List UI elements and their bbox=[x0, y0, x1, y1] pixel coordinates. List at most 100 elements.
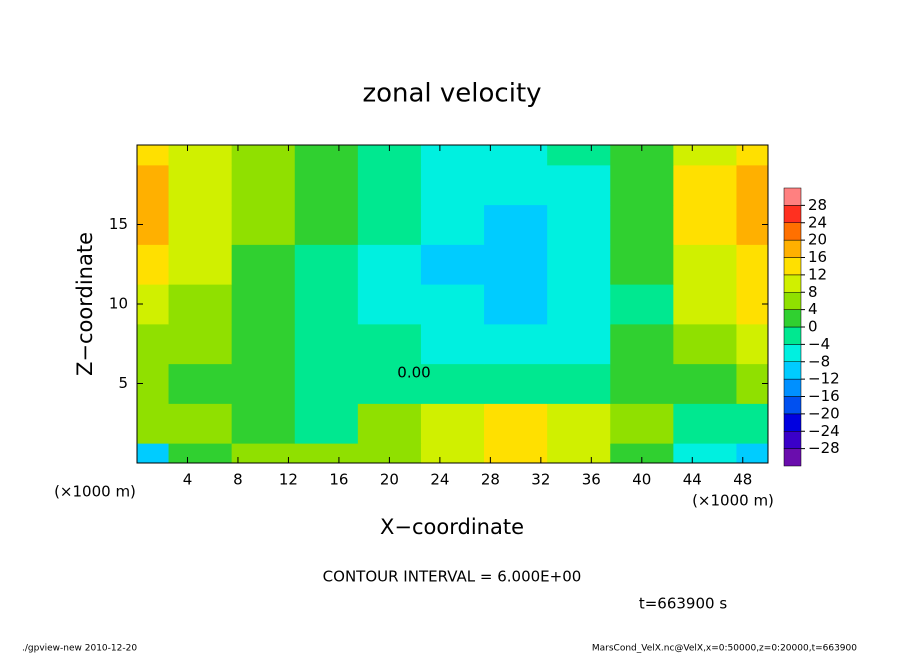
x-tick-label: 40 bbox=[632, 471, 651, 489]
field-cell bbox=[547, 443, 611, 463]
colorbar-label: 8 bbox=[808, 283, 818, 301]
field-cell bbox=[610, 164, 674, 206]
colorbar-label: −4 bbox=[808, 335, 830, 353]
field-cell bbox=[168, 403, 233, 444]
field-cell bbox=[547, 145, 611, 166]
y-axis-label: Z−coordinate bbox=[73, 232, 97, 376]
field-cell bbox=[610, 323, 674, 365]
field-cell bbox=[420, 244, 485, 285]
field-cell bbox=[294, 363, 359, 404]
field-cell bbox=[137, 164, 170, 206]
field-cell bbox=[484, 323, 548, 365]
field-cell bbox=[547, 363, 611, 404]
colorbar-box bbox=[783, 309, 802, 328]
field-cell bbox=[231, 323, 296, 365]
time-label: t=663900 s bbox=[639, 595, 727, 613]
x-tick-label: 16 bbox=[329, 471, 348, 489]
field-cell bbox=[547, 323, 611, 365]
x-tick-label: 24 bbox=[430, 471, 449, 489]
field-cell bbox=[231, 204, 296, 245]
field-cell bbox=[610, 363, 674, 404]
field-cell bbox=[168, 145, 233, 166]
field-cell bbox=[484, 244, 548, 285]
field-cell bbox=[736, 244, 768, 285]
colorbar-label: 0 bbox=[808, 318, 818, 336]
field-cell bbox=[231, 403, 296, 444]
colorbar-label: −12 bbox=[808, 370, 840, 388]
field-cell bbox=[294, 284, 359, 325]
contour-label: 0.00 bbox=[397, 364, 430, 382]
x-tick-label: 8 bbox=[233, 471, 243, 489]
field-cell bbox=[231, 244, 296, 285]
field-cell bbox=[484, 204, 548, 245]
field-cell bbox=[736, 164, 768, 206]
field-cell bbox=[357, 164, 422, 206]
x-tick-label: 44 bbox=[683, 471, 702, 489]
field-cell bbox=[137, 323, 170, 365]
field-cell bbox=[168, 323, 233, 365]
field-cell bbox=[420, 164, 485, 206]
field-cell bbox=[420, 403, 485, 444]
field-cell bbox=[736, 443, 768, 463]
field-cell bbox=[420, 204, 485, 245]
field-cell bbox=[168, 244, 233, 285]
x-tick-label: 32 bbox=[531, 471, 550, 489]
field-cell bbox=[610, 244, 674, 285]
y-tick-label: 5 bbox=[118, 374, 128, 392]
field-cell bbox=[420, 443, 485, 463]
field-cell bbox=[547, 403, 611, 444]
field-cell bbox=[673, 164, 737, 206]
colorbar-label: 12 bbox=[808, 265, 827, 283]
field-cell bbox=[294, 145, 359, 166]
y-unit-label: (×1000 m) bbox=[54, 483, 136, 501]
field-cell bbox=[168, 204, 233, 245]
field-cell bbox=[547, 284, 611, 325]
field-cell bbox=[231, 363, 296, 404]
colorbar-label: 16 bbox=[808, 248, 827, 266]
colorbar-box bbox=[783, 292, 802, 310]
field-cell bbox=[420, 363, 485, 404]
field-cell bbox=[168, 164, 233, 206]
field-cell bbox=[673, 323, 737, 365]
field-cell bbox=[736, 145, 768, 166]
field-cell bbox=[610, 403, 674, 444]
y-tick-label: 10 bbox=[109, 295, 128, 313]
field-cell bbox=[294, 204, 359, 245]
colorbar-box bbox=[783, 326, 802, 345]
field-cell bbox=[610, 284, 674, 325]
field-cell bbox=[420, 284, 485, 325]
field-cell bbox=[357, 403, 422, 444]
field-cell bbox=[137, 244, 170, 285]
field-cell bbox=[294, 403, 359, 444]
field-cell bbox=[294, 164, 359, 206]
colorbar-box bbox=[783, 257, 802, 276]
field-cell bbox=[673, 284, 737, 325]
field-cell bbox=[484, 284, 548, 325]
field-cell bbox=[673, 204, 737, 245]
field-cell bbox=[547, 244, 611, 285]
field-cell bbox=[357, 323, 422, 365]
x-unit-label: (×1000 m) bbox=[692, 492, 774, 510]
field-cell bbox=[231, 443, 296, 463]
field-cell bbox=[673, 443, 737, 463]
field-cell bbox=[484, 443, 548, 463]
colorbar-label: −28 bbox=[808, 439, 840, 457]
colorbar-box bbox=[783, 361, 802, 380]
field-cell bbox=[484, 145, 548, 166]
colorbar-box bbox=[783, 239, 802, 258]
chart-title: zonal velocity bbox=[362, 79, 541, 109]
field-cell bbox=[294, 443, 359, 463]
colorbar-label: −8 bbox=[808, 352, 830, 370]
field-cell bbox=[294, 244, 359, 285]
colorbar-box bbox=[783, 396, 802, 415]
field-cell bbox=[484, 164, 548, 206]
field-cell bbox=[736, 403, 768, 444]
field-cell bbox=[168, 443, 233, 463]
field-cell bbox=[484, 363, 548, 404]
colorbar-label: 28 bbox=[808, 196, 827, 214]
colorbar-box bbox=[783, 205, 802, 223]
colorbar-label: 24 bbox=[808, 213, 827, 231]
field-cell bbox=[357, 204, 422, 245]
colorbar-box bbox=[783, 222, 802, 241]
